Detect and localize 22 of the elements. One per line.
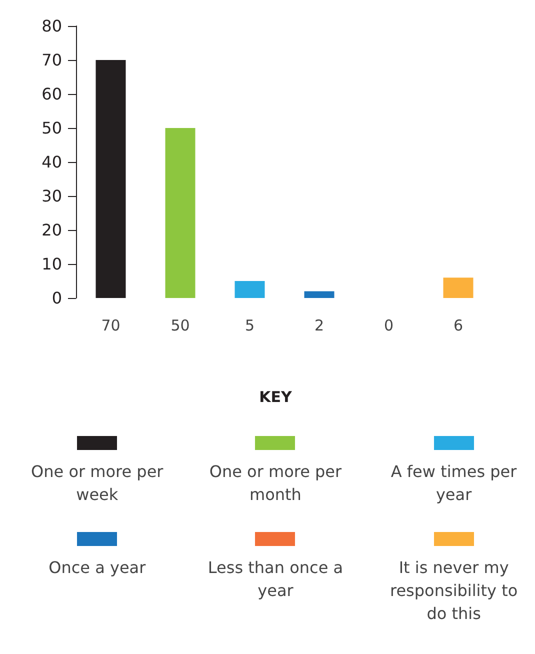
legend-label: One or more per week [30, 461, 164, 506]
x-tick-label: 2 [314, 316, 324, 334]
y-tick-label: 10 [42, 254, 62, 274]
legend-label: Less than once a year [206, 557, 344, 602]
x-tick-label: 0 [384, 316, 394, 334]
x-tick-label: 5 [244, 316, 255, 334]
y-tick-label: 50 [42, 118, 62, 138]
y-tick-label: 0 [52, 288, 62, 308]
y-tick-label: 40 [42, 152, 62, 172]
legend-label: A few times per year [390, 461, 518, 506]
y-tick-label: 60 [42, 84, 62, 104]
y-tick-label: 70 [42, 50, 62, 70]
y-tick-label: 80 [42, 16, 62, 36]
y-tick-label: 20 [42, 220, 62, 240]
y-tick-label: 30 [42, 186, 62, 206]
x-tick-label: 50 [170, 316, 190, 334]
legend-title: KEY [258, 388, 293, 406]
legend-label: One or more per month [208, 461, 343, 506]
x-tick-label: 6 [453, 316, 464, 334]
x-tick-label: 70 [101, 316, 120, 334]
legend-label: Once a year [48, 557, 146, 579]
legend-label: It is never my responsibility to do this [388, 557, 519, 625]
